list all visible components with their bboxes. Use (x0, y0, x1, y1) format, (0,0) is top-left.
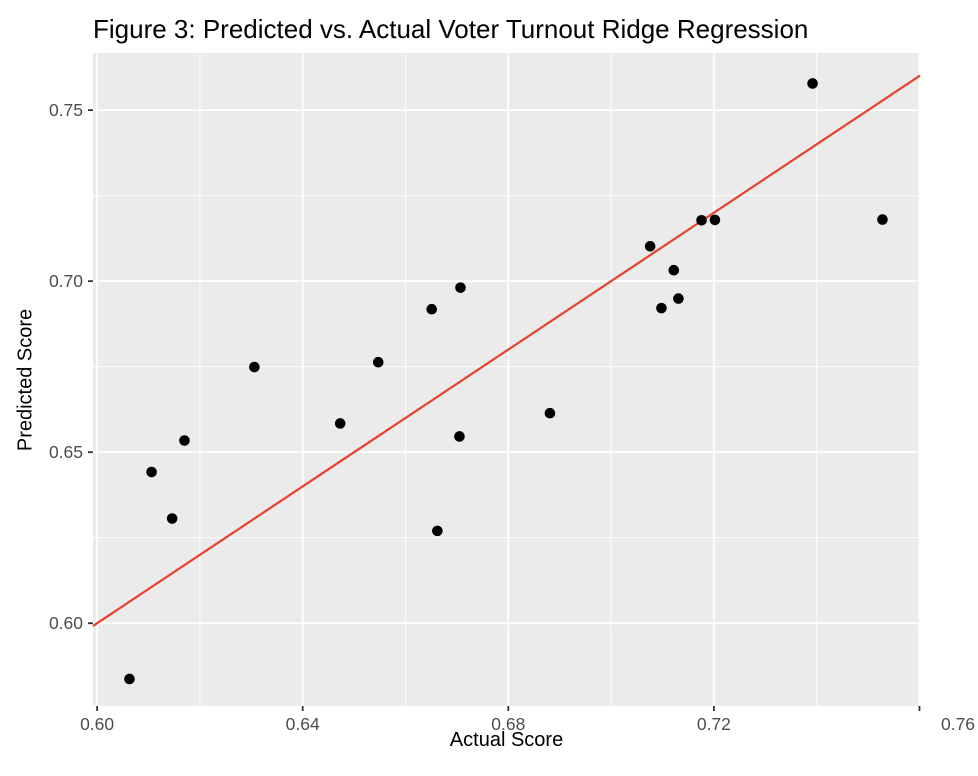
y-tick-label: 0.70 (49, 271, 83, 291)
data-point (334, 418, 346, 429)
data-point (668, 264, 680, 276)
x-tick-label: 0.76 (941, 714, 975, 734)
x-tick-label: 0.60 (80, 714, 114, 734)
regression-line (92, 74, 921, 627)
data-point (249, 361, 260, 373)
data-point (426, 303, 438, 315)
data-point (544, 407, 556, 419)
data-point (166, 513, 178, 524)
y-tick-label: 0.75 (49, 100, 83, 120)
y-tick-label: 0.65 (49, 442, 83, 462)
data-point (372, 356, 384, 368)
data-point (432, 525, 443, 537)
x-tick-label: 0.72 (697, 714, 731, 734)
data-point (124, 673, 135, 685)
x-tick-label: 0.64 (286, 714, 320, 734)
data-point (709, 214, 721, 226)
data-point (673, 293, 684, 304)
y-axis-title: Predicted Score (14, 308, 37, 452)
data-point (146, 466, 157, 478)
chart-title: Figure 3: Predicted vs. Actual Voter Tur… (93, 14, 809, 44)
data-point (455, 282, 466, 293)
x-axis-title: Actual Score (449, 729, 564, 751)
data-point (877, 214, 888, 225)
y-tick-label: 0.60 (49, 613, 83, 633)
data-point (696, 214, 707, 226)
data-point (179, 435, 190, 446)
data-point (656, 302, 667, 314)
data-point (644, 240, 656, 252)
plot-panel (93, 53, 920, 706)
data-point (807, 78, 818, 89)
x-tick-label: 0.68 (491, 714, 525, 734)
data-point (454, 431, 465, 442)
